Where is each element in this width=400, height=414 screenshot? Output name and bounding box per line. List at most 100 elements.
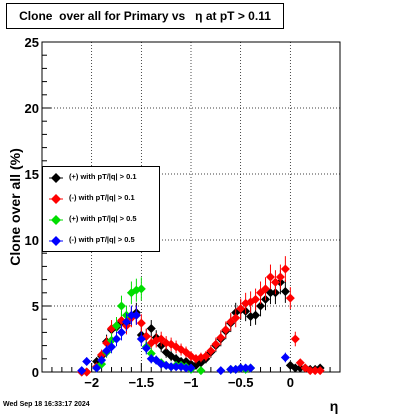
data-point [121,312,131,331]
legend-marker-black [49,173,63,183]
data-point [206,345,216,357]
marker-diamond [116,301,126,311]
marker-diamond [290,334,300,344]
marker-diamond [256,301,266,311]
axis-ticks: 0 5 10 15 20 25 −2 −1.5 −1 −0.5 0 [25,35,341,390]
data-point [290,331,300,347]
marker-diamond [136,318,146,328]
marker-diamond [92,363,102,373]
data-point [107,340,117,354]
marker-diamond [290,363,300,373]
data-point [146,320,156,337]
marker-diamond [146,349,156,359]
marker-diamond [141,343,151,353]
data-point [82,356,92,366]
legend-marker-red [49,194,63,204]
marker-diamond [261,284,270,294]
y-tick-label: 5 [32,299,39,314]
marker-diamond [112,321,121,331]
marker-diamond [251,310,261,320]
x-tick-label: −0.5 [228,375,254,390]
timestamp: Wed Sep 18 16:33:17 2024 [3,401,90,408]
data-point [136,314,146,333]
legend-entry-minus-0.5: (-) with pT/|q| > 0.5 [43,232,159,250]
marker-diamond [82,356,92,366]
data-point [251,288,261,311]
data-point [280,352,290,363]
marker-diamond [136,284,146,294]
legend-marker-green [49,215,63,225]
legend-marker-blue [49,236,63,246]
y-tick-label: 0 [32,365,39,380]
marker-diamond [305,366,315,376]
data-point [265,264,275,290]
marker-diamond [216,333,226,343]
data-point [315,366,325,376]
marker-diamond [270,277,280,287]
marker-diamond [107,342,117,352]
data-point [216,330,226,346]
data-point [146,348,156,359]
marker-diamond [181,363,191,373]
marker-diamond [285,293,295,303]
legend-label: (-) with pT/|q| > 0.5 [69,235,135,244]
marker-diamond [280,264,290,274]
data-point [280,280,290,303]
data-point [305,366,315,376]
legend: (+) with pT/|q| > 0.1 (-) with pT/|q| > … [42,166,160,252]
marker-diamond [121,317,131,327]
y-tick-label: 25 [25,35,39,50]
data-point [141,342,151,355]
data-point [112,331,121,347]
legend-label: (+) with pT/|q| > 0.1 [69,172,137,181]
legend-entry-plus-0.5: (+) with pT/|q| > 0.5 [43,211,159,229]
x-tick-label: −1.5 [128,375,154,390]
y-tick-label: 20 [25,101,39,116]
marker-diamond [186,363,196,373]
marker-diamond [196,366,206,376]
data-point [236,298,246,319]
marker-diamond [77,366,87,376]
marker-diamond [280,352,290,362]
marker-diamond [265,272,275,282]
data-points [77,256,325,377]
data-point [231,308,241,328]
legend-label: (-) with pT/|q| > 0.1 [69,193,135,202]
data-point [116,324,126,341]
marker-diamond [280,286,290,296]
legend-entry-plus-0.1: (+) with pT/|q| > 0.1 [43,169,159,187]
data-point [97,355,107,365]
data-point [216,366,226,376]
data-point [280,256,290,282]
marker-diamond [146,323,156,333]
marker-diamond [310,366,320,376]
data-point [131,305,141,325]
data-point [221,321,231,339]
marker-diamond [97,355,107,365]
x-tick-label: −2 [84,375,99,390]
marker-diamond [295,358,305,368]
marker-diamond [275,272,285,282]
chart-title: Clone over all for Primary vs η at pT > … [6,3,284,29]
data-point [77,366,87,376]
data-point [136,277,146,301]
marker-diamond [226,364,236,374]
data-point [295,358,305,368]
marker-diamond [315,366,325,376]
data-point [246,363,256,373]
marker-diamond [251,294,261,304]
y-tick-label: 10 [25,233,39,248]
data-point [116,295,126,317]
legend-label: (+) with pT/|q| > 0.5 [69,214,137,223]
data-point [201,351,211,362]
data-point [92,363,102,373]
data-point [211,337,221,351]
marker-diamond [166,362,176,372]
data-point [275,264,285,290]
marker-diamond [131,310,141,320]
data-point [270,270,280,295]
x-axis-title: η [330,398,339,414]
marker-diamond [231,313,241,323]
data-point [186,363,196,373]
